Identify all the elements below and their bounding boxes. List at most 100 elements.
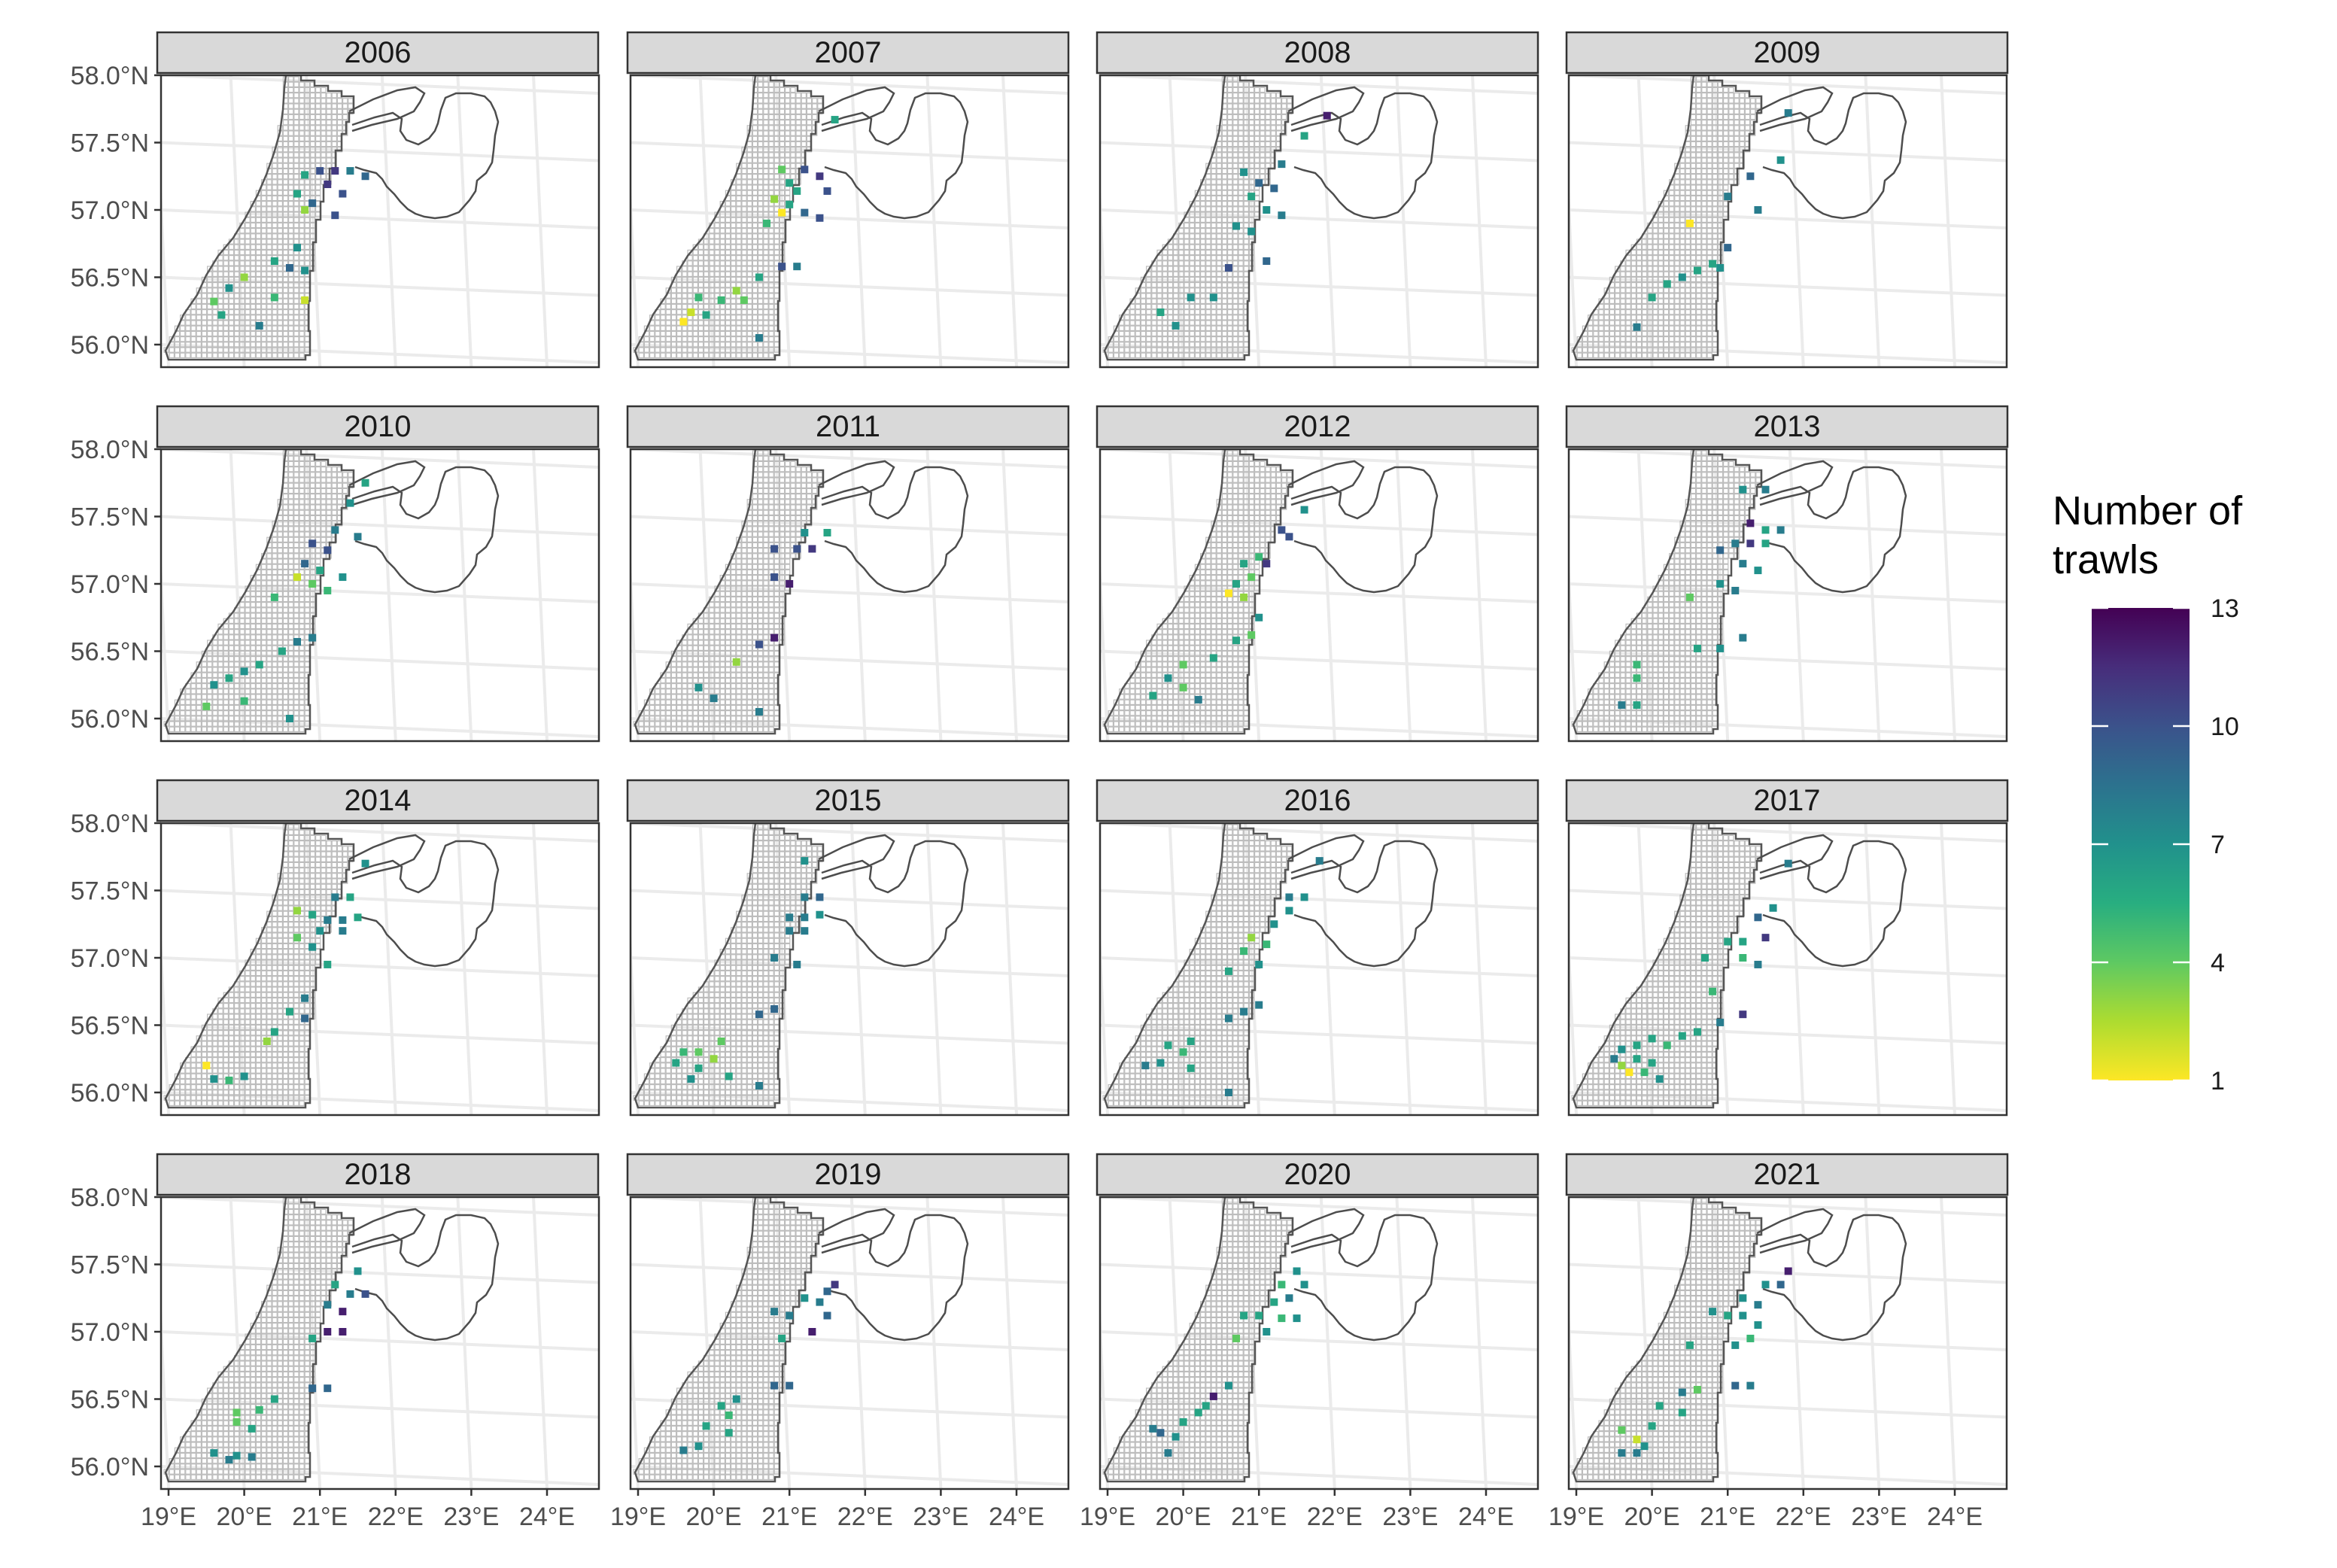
grid-cell [1712,201,1718,207]
grid-cell [687,342,693,348]
grid-cell [746,580,752,586]
grid-cell [239,656,245,662]
grid-cell [228,716,235,722]
grid-cell [315,466,321,473]
grid-cell [763,330,769,337]
grid-cell [1238,266,1244,272]
grid-cell [1238,271,1244,278]
grid-cell [288,119,294,126]
grid-cell [196,704,202,711]
grid-cell [1679,217,1685,223]
grid-cell [725,656,731,662]
grid-cell [245,336,251,342]
grid-cell [309,591,316,597]
grid-cell [293,157,299,163]
grid-cell [304,217,310,223]
grid-cell [1227,222,1233,229]
grid-cell [719,656,725,662]
grid-cell [272,201,278,207]
facet-label-2006: 2006 [345,36,412,69]
grid-cell [768,347,774,353]
grid-cell [1211,228,1217,234]
grid-cell [309,152,316,158]
grid-cell [288,163,294,169]
trawl-cell [240,697,248,705]
grid-cell [266,244,272,250]
grid-cell [1248,103,1255,109]
grid-cell [282,564,289,570]
grid-cell [731,580,737,586]
grid-cell [1265,141,1271,147]
grid-cell [676,315,682,321]
grid-cell [1630,315,1637,321]
grid-cell [773,174,780,180]
grid-cell [1243,303,1249,310]
grid-cell [315,130,321,136]
grid-cell [1156,255,1162,261]
grid-cell [752,152,758,158]
grid-cell [768,125,774,131]
grid-cell [223,710,229,716]
grid-cell [277,190,283,196]
grid-cell [315,184,321,190]
grid-cell [1254,174,1260,180]
grid-cell [741,320,747,326]
grid-cell [255,710,262,716]
grid-cell [1674,190,1680,196]
grid-cell [790,493,796,500]
grid-cell [282,336,289,342]
grid-cell [304,596,310,603]
grid-cell [763,315,769,321]
grid-cell [272,585,278,591]
grid-cell [1609,347,1615,353]
grid-cell [1184,233,1190,239]
grid-cell [1221,330,1228,337]
grid-cell [196,336,202,342]
grid-cell [1663,293,1670,299]
grid-cell [1248,114,1255,120]
grid-cell [288,526,294,532]
grid-cell [763,239,769,245]
trawl-cell [1754,206,1762,214]
grid-cell [1248,98,1255,104]
panel-border [1567,74,2008,369]
grid-cell [746,141,752,147]
grid-cell [1172,260,1179,266]
grid-cell [201,667,208,673]
grid-cell [223,699,229,706]
grid-cell [1260,174,1266,180]
grid-cell [1603,303,1610,310]
grid-cell [1232,211,1238,217]
grid-cell [719,249,725,256]
grid-cell [655,325,661,332]
grid-cell [665,309,672,315]
grid-cell [1238,336,1244,342]
grid-cell [223,726,229,733]
grid-cell [1663,255,1670,261]
grid-cell [201,330,208,337]
grid-cell [266,683,272,689]
grid-cell [190,710,196,716]
grid-cell [1216,330,1222,337]
grid-cell [1685,146,1691,153]
grid-cell [1221,320,1228,326]
grid-cell [1717,119,1724,126]
grid-cell [272,249,278,256]
grid-cell [758,504,764,510]
grid-cell [1712,146,1718,153]
grid-cell [709,645,715,652]
grid-cell [1178,347,1184,353]
grid-cell [1674,330,1680,337]
grid-cell [272,184,278,190]
grid-cell [1200,217,1206,223]
grid-cell [655,330,661,337]
grid-cell [1227,228,1233,234]
grid-cell [731,206,737,212]
trawl-cell [1648,293,1656,302]
grid-cell [736,618,742,624]
grid-cell [1717,87,1724,93]
gridline-lon [1471,75,1488,367]
grid-cell [1156,293,1162,299]
grid-cell [768,564,774,570]
grid-cell [1598,330,1604,337]
